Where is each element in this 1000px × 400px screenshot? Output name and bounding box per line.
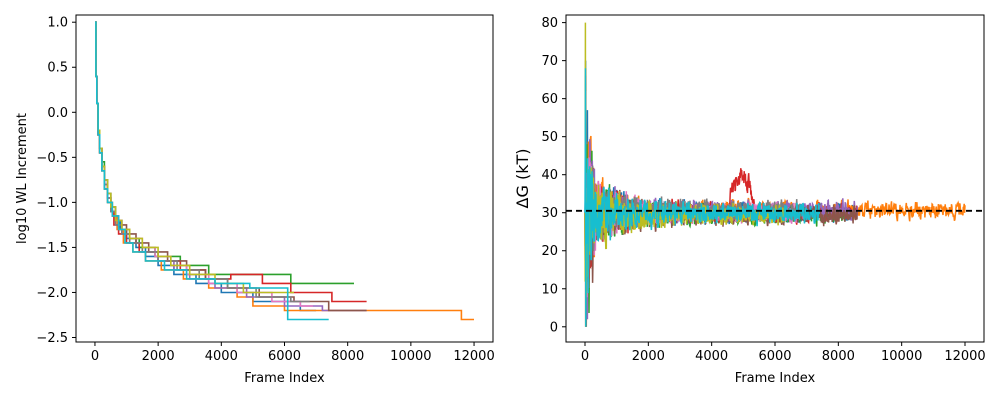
series-line-8 bbox=[95, 21, 310, 303]
series-line-9 bbox=[584, 22, 786, 327]
series-line-4 bbox=[95, 21, 367, 303]
left-plot-lines bbox=[95, 21, 474, 321]
series-line-10 bbox=[95, 21, 329, 321]
x-tick-label: 10000 bbox=[390, 349, 431, 364]
y-tick-label: 1.0 bbox=[47, 16, 68, 31]
y-tick-label: −1.0 bbox=[36, 196, 68, 211]
x-tick-label: 12000 bbox=[944, 349, 985, 364]
left-x-axis-label: Frame Index bbox=[244, 371, 325, 386]
right-plot-ticks: 0 2000 4000 6000 8000 10000 12000 0 10 20 30 40 50 60… bbox=[541, 16, 985, 364]
right-plot: 0 2000 4000 6000 8000 10000 12000 0 10 20 30 40 50 60… bbox=[513, 14, 986, 386]
series-line-1 bbox=[584, 60, 855, 327]
x-tick-label: 6000 bbox=[758, 349, 791, 364]
y-tick-label: 60 bbox=[541, 92, 558, 107]
y-tick-label: 10 bbox=[541, 282, 558, 297]
series-line-7 bbox=[95, 21, 313, 307]
y-tick-label: 70 bbox=[541, 54, 558, 69]
series-line-1 bbox=[95, 21, 317, 312]
y-tick-label: 30 bbox=[541, 206, 558, 221]
right-y-axis-label: ΔG (kT) bbox=[513, 149, 532, 209]
y-tick-label: −2.5 bbox=[36, 331, 68, 346]
left-plot-ticks: 0 2000 4000 6000 8000 10000 12000 −2.5 −2.0 −1.5 −… bbox=[36, 16, 494, 364]
series-line-10 bbox=[584, 68, 821, 327]
x-tick-label: 8000 bbox=[822, 349, 855, 364]
series-line-6 bbox=[95, 21, 367, 312]
y-tick-label: 0.0 bbox=[47, 106, 68, 121]
y-tick-label: 20 bbox=[541, 244, 558, 259]
x-tick-label: 4000 bbox=[695, 349, 728, 364]
x-tick-label: 12000 bbox=[453, 349, 494, 364]
series-line-3 bbox=[95, 21, 354, 285]
y-tick-label: 40 bbox=[541, 168, 558, 183]
y-tick-label: −1.5 bbox=[36, 241, 68, 256]
y-tick-label: 0 bbox=[550, 320, 558, 335]
series-line-5 bbox=[95, 21, 367, 312]
y-tick-label: −2.0 bbox=[36, 286, 68, 301]
right-plot-lines bbox=[566, 22, 984, 327]
x-tick-label: 0 bbox=[581, 349, 589, 364]
x-tick-label: 0 bbox=[91, 349, 99, 364]
left-y-axis-label: log10 WL Increment bbox=[15, 113, 30, 244]
x-tick-label: 2000 bbox=[632, 349, 665, 364]
y-tick-label: 0.5 bbox=[47, 61, 68, 76]
series-line-2 bbox=[584, 68, 966, 327]
x-tick-label: 10000 bbox=[881, 349, 922, 364]
right-plot-frame bbox=[565, 14, 985, 343]
x-tick-label: 2000 bbox=[142, 349, 175, 364]
y-tick-label: 50 bbox=[541, 130, 558, 145]
x-tick-label: 6000 bbox=[268, 349, 301, 364]
y-tick-label: −0.5 bbox=[36, 151, 68, 166]
x-tick-label: 8000 bbox=[331, 349, 364, 364]
right-x-axis-label: Frame Index bbox=[735, 371, 816, 386]
series-line-9 bbox=[95, 21, 294, 294]
y-tick-label: 80 bbox=[541, 16, 558, 31]
x-tick-label: 4000 bbox=[205, 349, 238, 364]
left-plot: 0 2000 4000 6000 8000 10000 12000 −2.5 −2.0 −1.5 −… bbox=[15, 14, 495, 386]
